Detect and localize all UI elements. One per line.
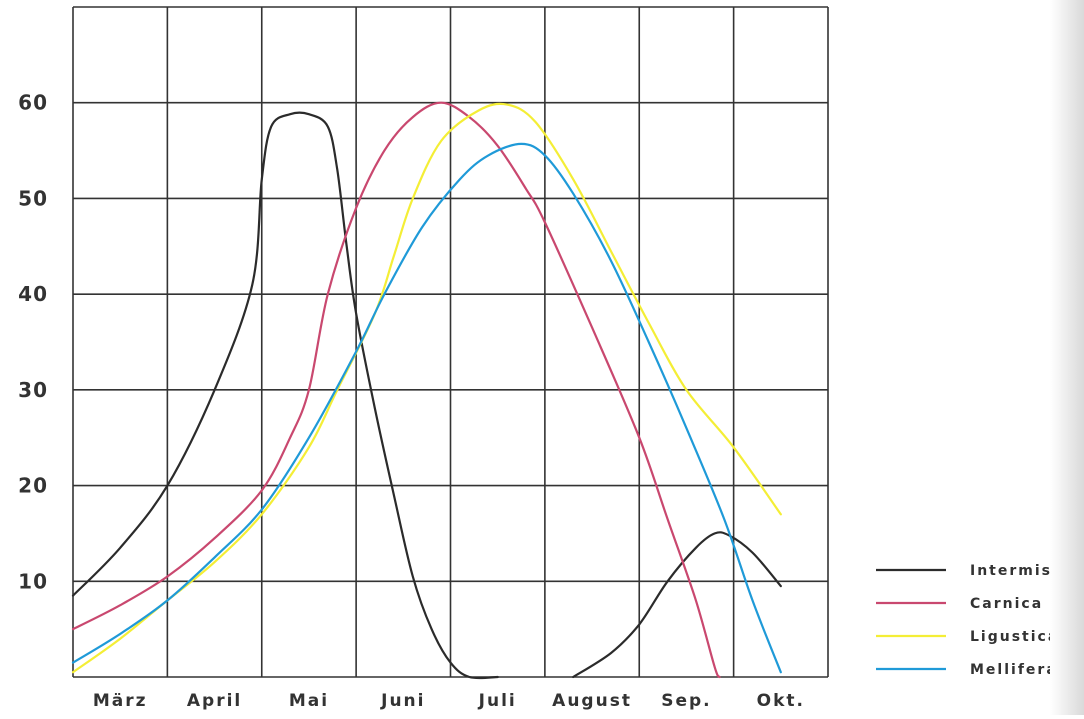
- x-tick-label: Okt.: [757, 691, 805, 711]
- x-tick-label: Juni: [380, 691, 425, 711]
- legend-label-carnica: Carnica: [970, 596, 1043, 612]
- series-lines: [71, 101, 782, 680]
- page-edge-shadow: [1050, 0, 1084, 715]
- y-tick-label: 10: [18, 569, 48, 593]
- y-axis-tick-labels: 10 20 30 40 50 60: [18, 91, 48, 594]
- y-tick-label: 30: [18, 378, 48, 402]
- y-tick-label: 60: [18, 91, 48, 115]
- series-line-mellifera: [71, 142, 782, 674]
- series-line-intermissa: [71, 111, 782, 680]
- x-axis-tick-labels: März April Mai Juni Juli August Sep. Okt.: [93, 691, 805, 711]
- series-line-ligustica: [71, 102, 782, 674]
- x-tick-label: März: [93, 691, 148, 711]
- legend: Intermissa Carnica Ligustica Mellifera: [876, 563, 1074, 678]
- series-line-carnica: [71, 101, 721, 679]
- legend-label-ligustica: Ligustica: [970, 629, 1059, 645]
- y-tick-label: 20: [18, 474, 48, 498]
- x-tick-label: Mai: [289, 691, 329, 711]
- x-tick-label: Sep.: [661, 691, 711, 711]
- legend-label-intermissa: Intermissa: [970, 563, 1074, 579]
- x-tick-label: Juli: [478, 691, 517, 711]
- y-tick-label: 50: [18, 186, 48, 210]
- grid: [72, 6, 829, 678]
- x-tick-label: August: [552, 691, 632, 711]
- y-tick-label: 40: [18, 282, 48, 306]
- legend-label-mellifera: Mellifera: [970, 662, 1058, 678]
- x-tick-label: April: [187, 691, 242, 711]
